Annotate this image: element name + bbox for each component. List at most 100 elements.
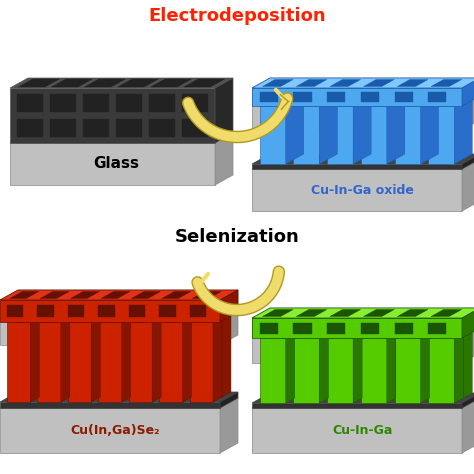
Polygon shape	[40, 292, 69, 299]
Polygon shape	[462, 308, 474, 338]
Polygon shape	[252, 308, 474, 318]
Polygon shape	[7, 322, 30, 402]
Polygon shape	[184, 79, 225, 87]
Polygon shape	[361, 322, 379, 334]
Polygon shape	[168, 317, 191, 397]
Polygon shape	[361, 106, 387, 164]
Polygon shape	[286, 96, 304, 164]
Polygon shape	[220, 290, 238, 345]
Polygon shape	[293, 338, 319, 403]
Polygon shape	[98, 305, 115, 317]
Polygon shape	[84, 79, 126, 87]
Polygon shape	[91, 317, 100, 402]
Polygon shape	[463, 328, 472, 398]
Polygon shape	[161, 312, 170, 397]
Polygon shape	[10, 88, 215, 143]
Polygon shape	[394, 96, 438, 106]
Polygon shape	[252, 78, 474, 88]
Polygon shape	[362, 328, 371, 398]
Polygon shape	[190, 317, 222, 322]
Polygon shape	[397, 310, 428, 317]
Polygon shape	[428, 96, 472, 106]
Polygon shape	[68, 305, 84, 317]
Polygon shape	[327, 338, 353, 403]
Polygon shape	[77, 317, 100, 397]
Polygon shape	[129, 317, 161, 322]
Polygon shape	[327, 333, 362, 338]
Polygon shape	[122, 317, 131, 402]
Polygon shape	[220, 290, 238, 322]
Polygon shape	[462, 78, 474, 106]
Polygon shape	[182, 118, 209, 137]
Polygon shape	[151, 79, 191, 87]
Polygon shape	[364, 80, 394, 86]
Polygon shape	[0, 300, 220, 345]
Polygon shape	[263, 80, 293, 86]
Polygon shape	[101, 292, 130, 299]
Polygon shape	[138, 317, 161, 397]
Polygon shape	[431, 310, 462, 317]
Polygon shape	[0, 402, 220, 408]
Polygon shape	[252, 159, 474, 169]
Polygon shape	[70, 312, 79, 397]
Polygon shape	[397, 80, 428, 86]
Polygon shape	[7, 317, 39, 322]
Polygon shape	[336, 328, 371, 333]
Polygon shape	[260, 322, 278, 334]
Polygon shape	[0, 408, 220, 453]
Polygon shape	[192, 292, 221, 299]
Polygon shape	[71, 292, 100, 299]
Polygon shape	[438, 333, 463, 398]
Polygon shape	[462, 154, 474, 169]
Polygon shape	[431, 80, 462, 86]
Polygon shape	[138, 312, 170, 317]
Polygon shape	[61, 317, 70, 402]
Polygon shape	[361, 96, 405, 106]
Polygon shape	[252, 169, 462, 211]
Text: Electrodeposition: Electrodeposition	[148, 7, 326, 25]
Polygon shape	[454, 333, 463, 403]
Polygon shape	[152, 317, 161, 402]
Polygon shape	[438, 328, 472, 333]
Polygon shape	[118, 79, 158, 87]
Polygon shape	[10, 143, 215, 185]
Polygon shape	[191, 312, 201, 397]
Polygon shape	[46, 317, 70, 397]
Polygon shape	[190, 305, 206, 317]
Polygon shape	[182, 317, 191, 402]
Polygon shape	[370, 328, 405, 333]
Polygon shape	[52, 79, 92, 87]
Polygon shape	[396, 328, 405, 398]
Polygon shape	[98, 317, 131, 322]
Polygon shape	[159, 305, 175, 317]
Polygon shape	[260, 96, 304, 106]
Polygon shape	[149, 94, 175, 112]
Polygon shape	[420, 333, 429, 403]
Polygon shape	[131, 312, 140, 397]
Polygon shape	[252, 88, 462, 106]
Polygon shape	[302, 333, 328, 398]
Polygon shape	[394, 338, 420, 403]
Polygon shape	[83, 118, 109, 137]
Polygon shape	[428, 322, 447, 334]
Polygon shape	[252, 393, 474, 403]
Polygon shape	[327, 96, 371, 106]
Polygon shape	[263, 310, 293, 317]
Polygon shape	[222, 312, 231, 397]
Polygon shape	[98, 322, 122, 402]
Polygon shape	[129, 322, 152, 402]
Polygon shape	[394, 322, 413, 334]
Polygon shape	[295, 328, 304, 398]
Polygon shape	[17, 94, 43, 112]
Polygon shape	[387, 96, 405, 164]
Polygon shape	[10, 133, 233, 143]
Polygon shape	[330, 80, 361, 86]
Polygon shape	[428, 338, 454, 403]
Polygon shape	[286, 333, 295, 403]
Polygon shape	[330, 310, 361, 317]
Polygon shape	[0, 290, 238, 300]
Polygon shape	[215, 78, 233, 143]
Polygon shape	[252, 403, 462, 408]
Polygon shape	[107, 312, 140, 317]
Polygon shape	[293, 322, 311, 334]
